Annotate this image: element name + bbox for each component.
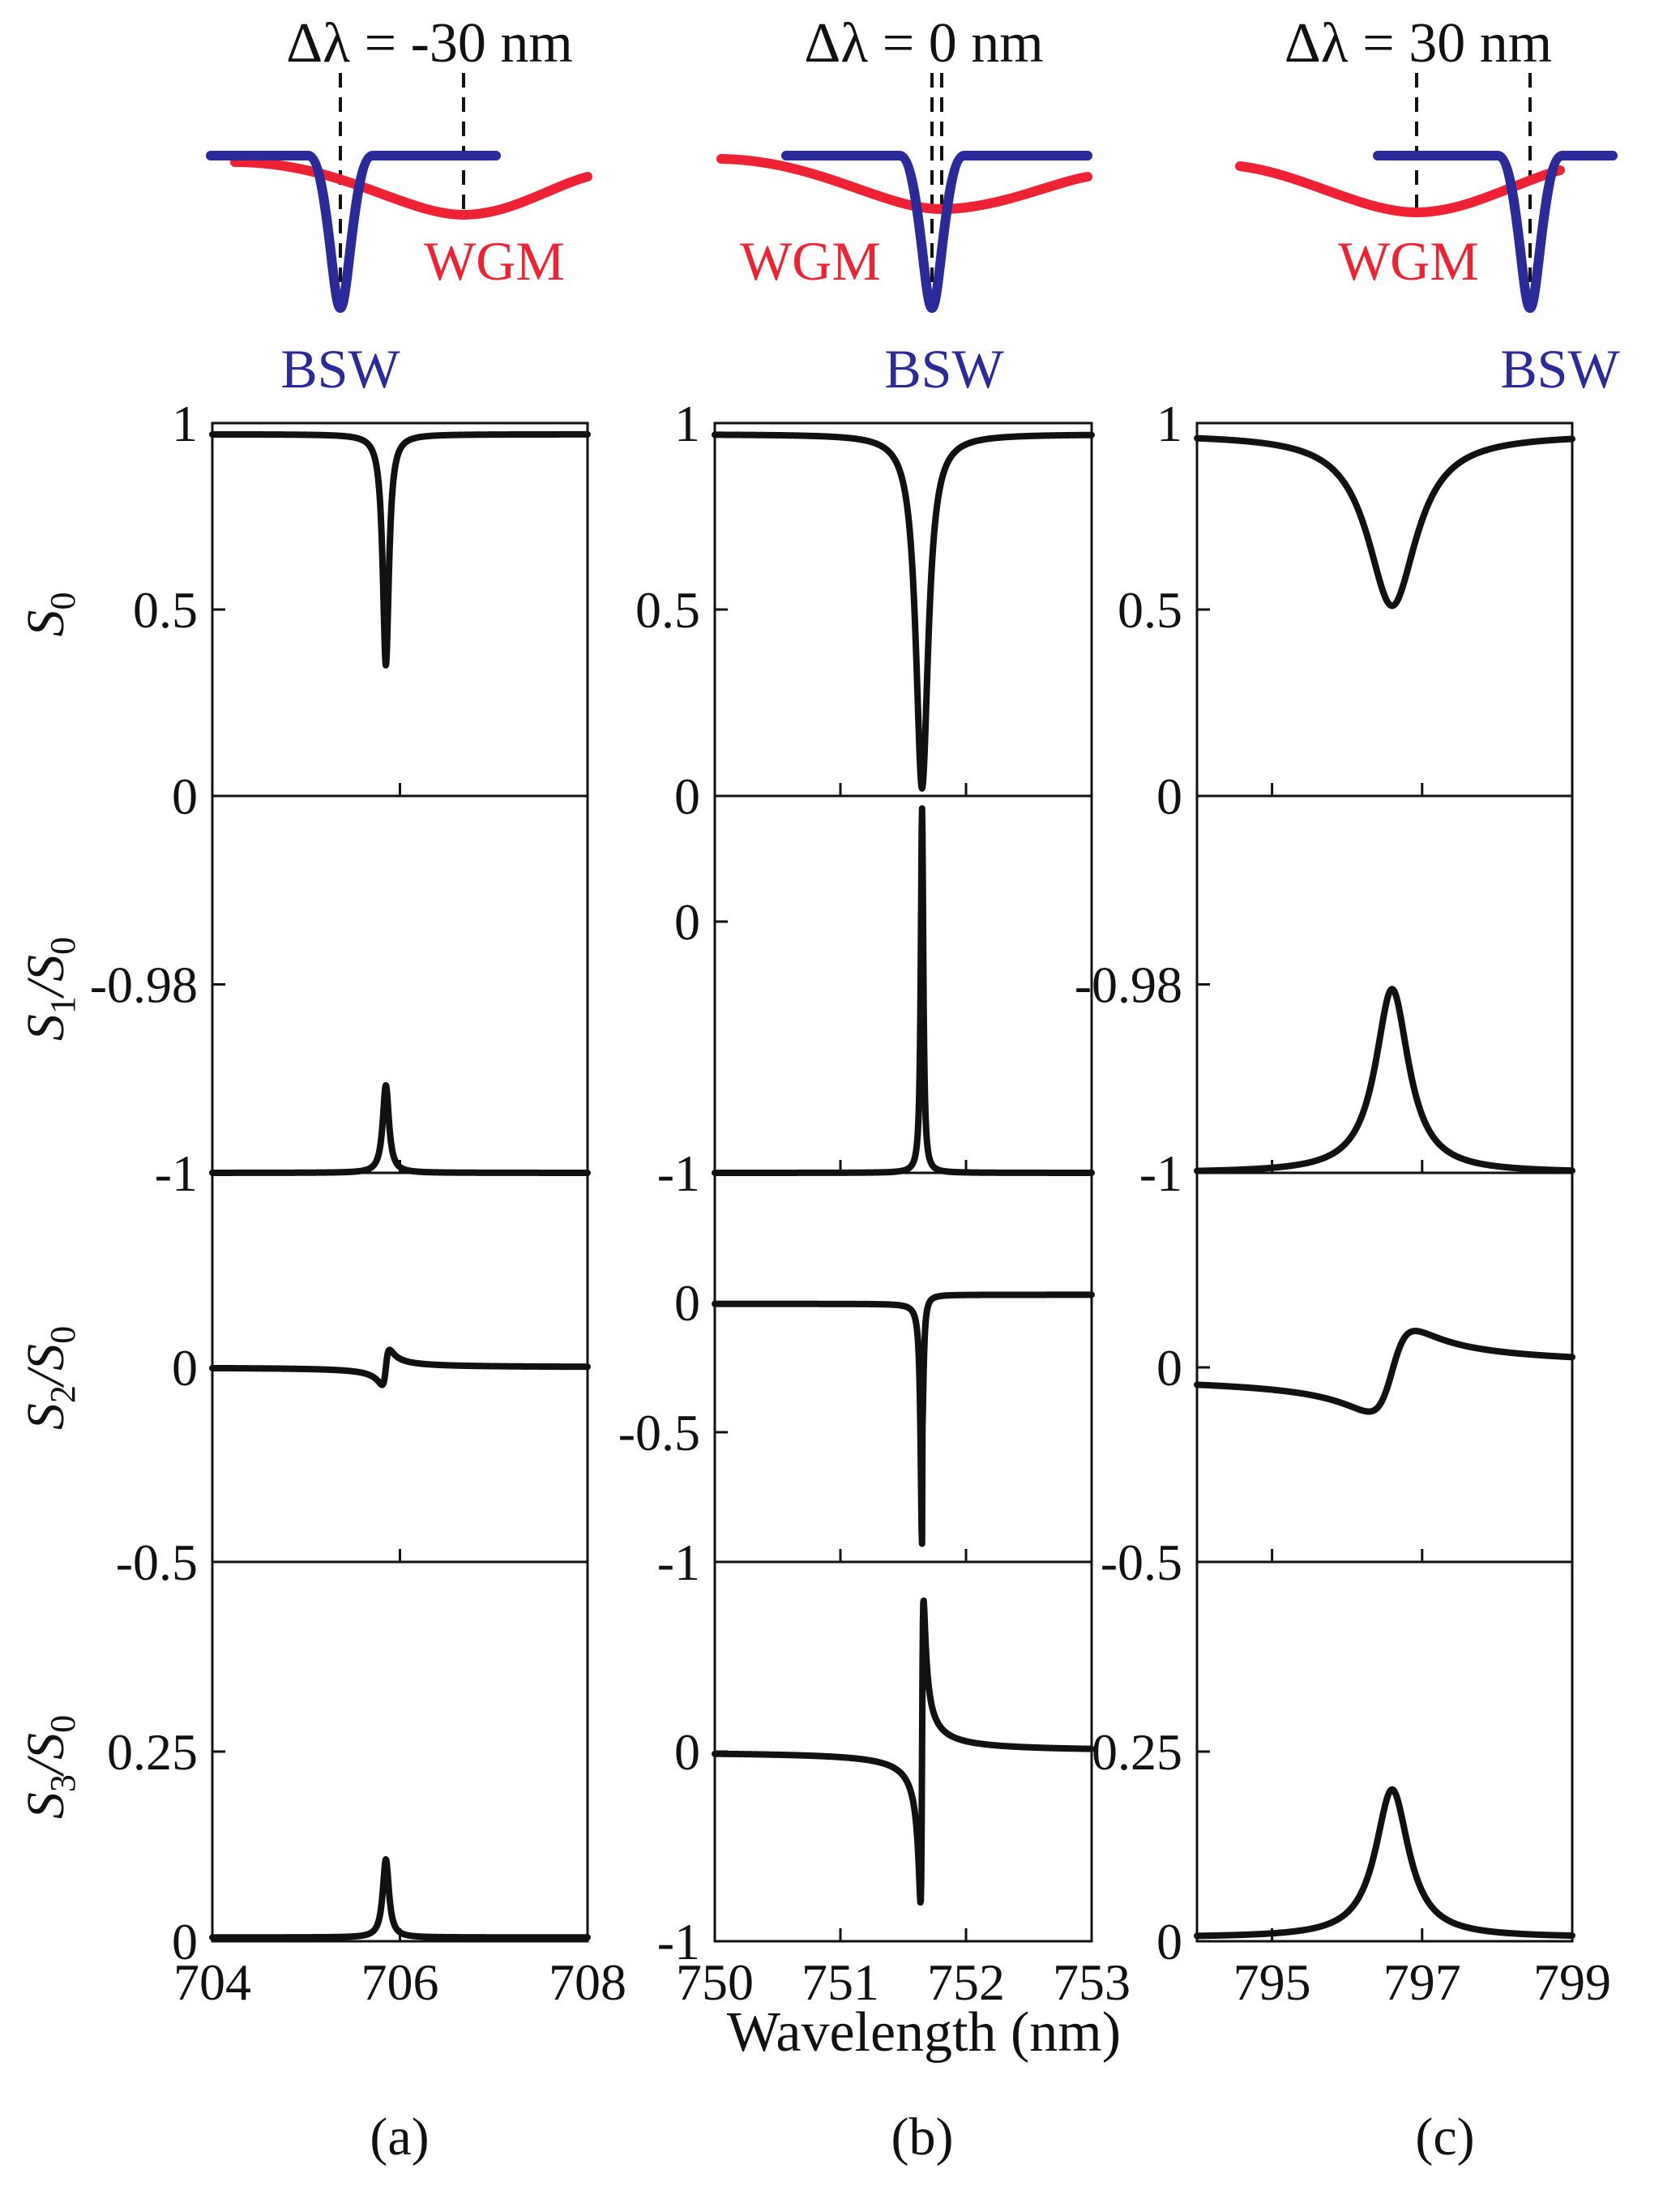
y-tick-label: 0 [674, 1274, 700, 1332]
plot-frame [1195, 794, 1574, 1174]
ylabel-s3: S3/S0 [16, 1715, 83, 1819]
ylabel-s0: S0 [16, 593, 83, 637]
y-tick-label: 0.25 [1092, 1723, 1182, 1781]
schematic-c: WGM BSW [1235, 73, 1620, 400]
panel-label-c: (c) [1415, 2107, 1474, 2167]
series-line [209, 430, 591, 669]
series-line [1194, 1786, 1575, 1940]
x-tick-label: 799 [1533, 1953, 1611, 2011]
y-tick-label: 0.5 [133, 581, 198, 639]
series-line [209, 1855, 591, 1941]
panel-label-b: (b) [891, 2107, 954, 2167]
y-tick-label: -1 [1139, 1144, 1182, 1202]
bsw-curve [206, 151, 501, 314]
x-axis-label: Wavelength (nm) [727, 2001, 1121, 2064]
series-line [712, 805, 1095, 1176]
series-line [1194, 986, 1575, 1174]
y-tick-label: -1 [657, 1913, 700, 1970]
y-tick-label: 0 [674, 768, 700, 825]
y-tick-label: -1 [657, 1144, 700, 1202]
y-tick-label: -0.5 [618, 1404, 700, 1461]
panel-c-3: 0.25 0 795 797 799 [1092, 1560, 1611, 2011]
x-tick-label: 708 [549, 1953, 626, 2011]
x-tick-label: 751 [802, 1953, 879, 2011]
bsw-curve [781, 151, 1092, 314]
bsw-label: BSW [1500, 338, 1620, 400]
y-tick-label: 0 [1156, 1913, 1182, 1970]
y-tick-label: -0.5 [116, 1534, 198, 1591]
series-line [1194, 434, 1575, 610]
y-tick-label: -1 [657, 1534, 700, 1591]
panel-b-2: 0 -0.5 -1 [618, 1171, 1095, 1591]
x-tick-label: 706 [361, 1953, 439, 2011]
y-tick-label: 0 [674, 893, 700, 951]
bsw-curve [1373, 151, 1618, 314]
y-tick-label: 0 [1156, 1339, 1182, 1397]
series-line [712, 1291, 1095, 1547]
plot-frame [211, 794, 589, 1174]
panel-a-1: -0.98 -1 [90, 794, 591, 1202]
series-line [712, 1597, 1095, 1906]
wgm-curve [230, 157, 592, 220]
ylabel-s1: S1/S0 [16, 937, 83, 1041]
plot-frame [713, 1171, 1093, 1564]
y-tick-label: -0.5 [1101, 1534, 1182, 1591]
plot-frame [1195, 1171, 1574, 1564]
y-tick-label: 0.5 [635, 581, 700, 639]
y-tick-label: 1 [1156, 395, 1182, 452]
y-tick-label: -1 [155, 1144, 198, 1202]
schematic-b: WGM BSW [716, 73, 1092, 400]
panel-c-0: 10.50 [1118, 395, 1575, 825]
plot-frame [211, 421, 589, 798]
schematic-title-a: Δλ = -30 nm [286, 12, 573, 75]
y-tick-label: 0 [172, 768, 198, 825]
plot-frame [1195, 421, 1574, 798]
x-tick-label: 753 [1053, 1953, 1131, 2011]
schematic-title-c: Δλ = 30 nm [1285, 12, 1552, 75]
series-line [209, 1081, 591, 1176]
wgm-curve [716, 154, 1092, 215]
x-tick-label: 750 [676, 1953, 754, 2011]
ylabel-s2: S2/S0 [16, 1326, 83, 1430]
panel-b-1: 0 -1 [657, 794, 1095, 1202]
wgm-label: WGM [740, 230, 881, 292]
schematic-a: WGM BSW [206, 73, 592, 400]
x-tick-label: 704 [173, 1953, 251, 2011]
y-tick-label: 1 [674, 395, 700, 452]
wgm-label: WGM [424, 230, 565, 292]
y-tick-label: 0 [1156, 768, 1182, 825]
panel-a-0: 10.50 [133, 395, 591, 825]
plot-frame [211, 1560, 589, 1943]
panel-c-2: 0 -0.5 [1101, 1171, 1575, 1591]
y-tick-label: -0.98 [90, 956, 198, 1014]
bsw-label: BSW [280, 338, 400, 400]
schematic-title-b: Δλ = 0 nm [804, 12, 1043, 75]
x-tick-label: 795 [1233, 1953, 1311, 2011]
x-tick-label: 797 [1383, 1953, 1461, 2011]
plot-frame [1195, 1560, 1574, 1943]
series-line [712, 431, 1095, 792]
wgm-label: WGM [1338, 230, 1479, 292]
y-tick-label: 0.25 [107, 1723, 198, 1781]
panel-c-1: -0.98 -1 [1075, 794, 1575, 1202]
panel-b-0: 10.50 [635, 395, 1095, 825]
panel-label-a: (a) [370, 2107, 429, 2167]
y-tick-label: 1 [172, 395, 198, 452]
y-tick-label: 0 [172, 1913, 198, 1970]
bsw-label: BSW [884, 338, 1004, 400]
series-line [1194, 1328, 1575, 1415]
y-tick-label: 0 [674, 1723, 700, 1781]
y-tick-label: 0 [172, 1339, 198, 1397]
series-line [209, 1346, 591, 1388]
y-tick-label: 0.5 [1118, 581, 1182, 639]
panel-a-2: 0 -0.5 [116, 1171, 591, 1591]
x-tick-label: 752 [927, 1953, 1005, 2011]
plot-frame [713, 794, 1093, 1174]
y-tick-label: -0.98 [1075, 956, 1182, 1014]
